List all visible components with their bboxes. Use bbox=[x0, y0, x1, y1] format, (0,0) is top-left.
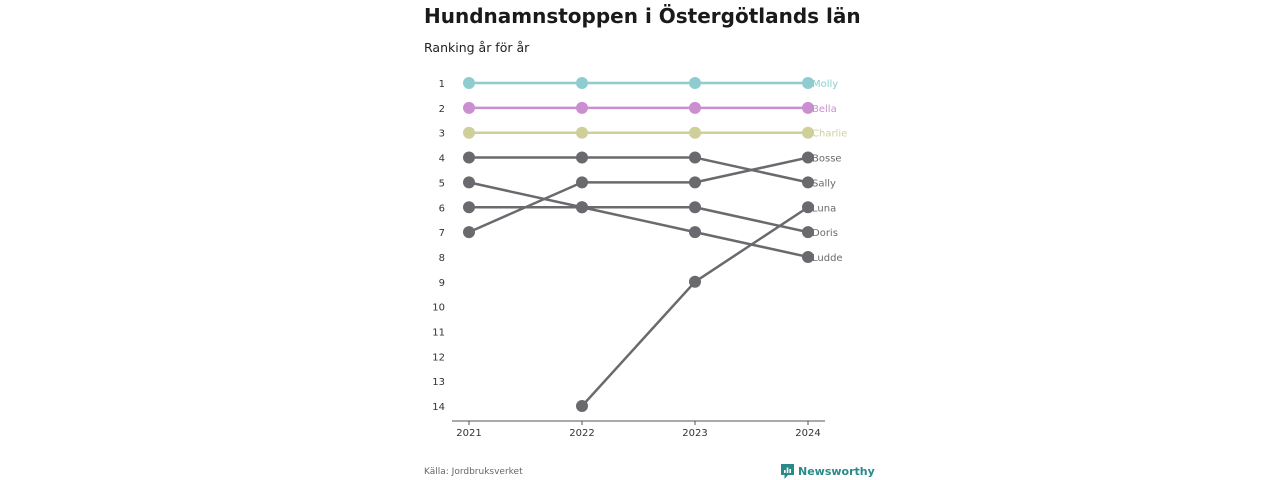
y-tick-label: 12 bbox=[432, 352, 445, 363]
series-point-molly bbox=[463, 77, 475, 89]
y-tick-label: 14 bbox=[432, 402, 445, 413]
y-tick-label: 10 bbox=[432, 303, 445, 314]
y-tick-label: 8 bbox=[439, 253, 445, 264]
y-tick-label: 5 bbox=[439, 178, 445, 189]
series-point-luna bbox=[576, 400, 588, 413]
brand-logo[interactable]: Newsworthy bbox=[781, 464, 875, 479]
y-tick-label: 11 bbox=[432, 328, 445, 339]
series-label-bosse: Bosse bbox=[812, 154, 842, 165]
series-point-bosse bbox=[463, 226, 475, 239]
series-point-bella bbox=[463, 101, 475, 114]
newsworthy-logo-icon bbox=[781, 464, 794, 479]
series-label-ludde: Ludde bbox=[812, 253, 843, 264]
series-point-doris bbox=[802, 226, 814, 239]
y-tick-label: 9 bbox=[439, 278, 445, 289]
series-point-ludde bbox=[576, 201, 588, 214]
series-point-ludde bbox=[463, 176, 475, 189]
series-line-doris bbox=[469, 206, 809, 234]
series-point-charlie bbox=[802, 126, 814, 139]
series-point-charlie bbox=[576, 126, 588, 139]
y-tick-label: 2 bbox=[439, 104, 445, 115]
series-point-luna bbox=[802, 201, 814, 214]
series-point-bella bbox=[576, 101, 588, 114]
series-label-sally: Sally bbox=[812, 178, 836, 189]
series-point-sally bbox=[802, 176, 814, 189]
y-tick-label: 4 bbox=[439, 154, 445, 165]
series-label-charlie: Charlie bbox=[812, 129, 847, 140]
x-tick-label: 2024 bbox=[795, 428, 820, 439]
series-point-doris bbox=[463, 201, 475, 214]
chart-subtitle: Ranking år för år bbox=[424, 40, 530, 55]
x-tick-label: 2022 bbox=[569, 428, 594, 439]
x-tick-label: 2021 bbox=[456, 428, 481, 439]
y-tick-label: 13 bbox=[432, 377, 445, 388]
y-tick-label: 7 bbox=[439, 228, 445, 239]
series-point-sally bbox=[463, 151, 475, 164]
brand-name: Newsworthy bbox=[798, 465, 875, 478]
series-point-sally bbox=[689, 151, 701, 164]
series-point-ludde bbox=[802, 250, 814, 263]
series-point-bella bbox=[802, 101, 814, 114]
y-tick-label: 1 bbox=[439, 79, 445, 90]
series-point-molly bbox=[802, 77, 814, 89]
series-point-bosse bbox=[689, 176, 701, 189]
series-point-bosse bbox=[802, 151, 814, 164]
series-point-sally bbox=[576, 151, 588, 164]
series-point-charlie bbox=[689, 126, 701, 139]
series-point-charlie bbox=[463, 126, 475, 139]
series-label-molly: Molly bbox=[812, 79, 838, 90]
series-point-molly bbox=[576, 77, 588, 89]
x-tick-label: 2023 bbox=[682, 428, 707, 439]
series-point-luna bbox=[689, 275, 701, 288]
series-point-molly bbox=[689, 77, 701, 89]
series-label-luna: Luna bbox=[812, 203, 836, 214]
chart-title: Hundnamnstoppen i Östergötlands län bbox=[424, 4, 861, 28]
series-line-sally bbox=[469, 156, 809, 184]
source-note: Källa: Jordbruksverket bbox=[424, 467, 523, 477]
series-point-bella bbox=[689, 101, 701, 114]
series-point-bosse bbox=[576, 176, 588, 189]
series-point-ludde bbox=[689, 226, 701, 239]
series-label-bella: Bella bbox=[812, 104, 837, 115]
y-tick-label: 3 bbox=[439, 129, 445, 140]
series-line-ludde bbox=[468, 181, 809, 259]
series-point-doris bbox=[689, 201, 701, 214]
y-tick-label: 6 bbox=[439, 203, 445, 214]
series-label-doris: Doris bbox=[812, 228, 838, 239]
